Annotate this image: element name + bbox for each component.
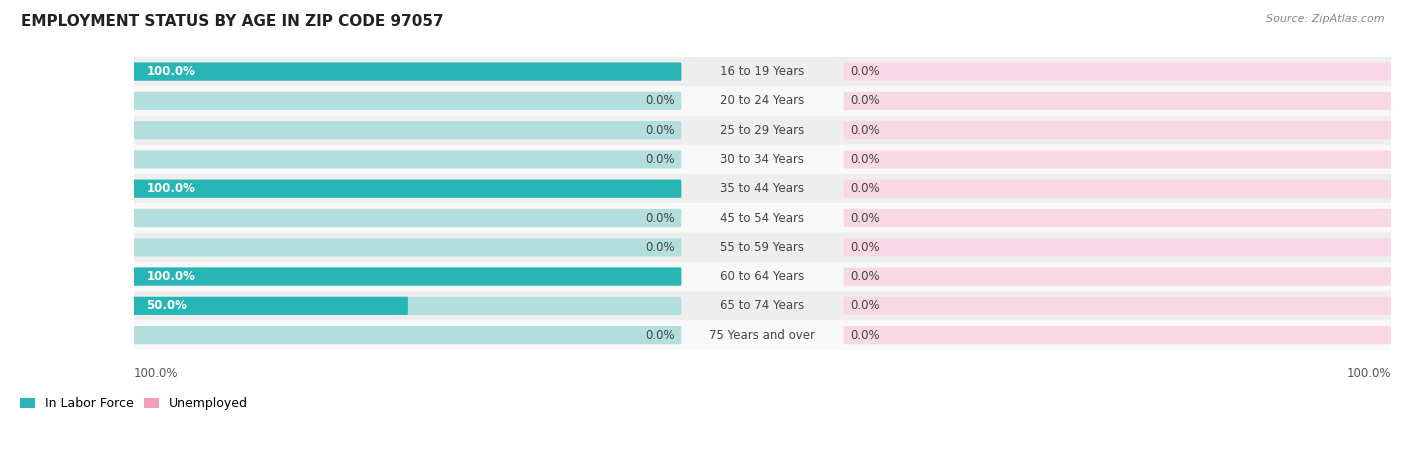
Text: 0.0%: 0.0% <box>851 270 880 283</box>
Text: 55 to 59 Years: 55 to 59 Years <box>720 241 804 254</box>
FancyBboxPatch shape <box>844 297 1392 315</box>
Text: 75 Years and over: 75 Years and over <box>710 329 815 342</box>
Text: 0.0%: 0.0% <box>645 153 675 166</box>
FancyBboxPatch shape <box>134 297 408 315</box>
Text: 100.0%: 100.0% <box>146 65 195 78</box>
Text: 0.0%: 0.0% <box>645 241 675 254</box>
FancyBboxPatch shape <box>134 297 682 315</box>
FancyBboxPatch shape <box>844 238 1392 256</box>
Text: 0.0%: 0.0% <box>851 94 880 107</box>
FancyBboxPatch shape <box>134 209 682 227</box>
Text: 0.0%: 0.0% <box>645 124 675 137</box>
FancyBboxPatch shape <box>134 121 682 139</box>
FancyBboxPatch shape <box>134 115 1392 145</box>
FancyBboxPatch shape <box>134 63 682 81</box>
FancyBboxPatch shape <box>134 233 1392 262</box>
FancyBboxPatch shape <box>134 150 682 169</box>
FancyBboxPatch shape <box>134 86 1392 115</box>
Text: 0.0%: 0.0% <box>851 65 880 78</box>
Text: 35 to 44 Years: 35 to 44 Years <box>720 182 804 195</box>
FancyBboxPatch shape <box>134 179 682 198</box>
Text: Source: ZipAtlas.com: Source: ZipAtlas.com <box>1267 14 1385 23</box>
Text: 65 to 74 Years: 65 to 74 Years <box>720 299 804 313</box>
Text: 16 to 19 Years: 16 to 19 Years <box>720 65 804 78</box>
Text: 0.0%: 0.0% <box>645 94 675 107</box>
Text: 30 to 34 Years: 30 to 34 Years <box>720 153 804 166</box>
FancyBboxPatch shape <box>134 63 682 81</box>
FancyBboxPatch shape <box>134 267 682 285</box>
Text: 0.0%: 0.0% <box>851 212 880 225</box>
Text: 60 to 64 Years: 60 to 64 Years <box>720 270 804 283</box>
FancyBboxPatch shape <box>134 267 682 285</box>
Text: 45 to 54 Years: 45 to 54 Years <box>720 212 804 225</box>
Text: 0.0%: 0.0% <box>851 153 880 166</box>
FancyBboxPatch shape <box>134 291 1392 321</box>
FancyBboxPatch shape <box>844 267 1392 285</box>
FancyBboxPatch shape <box>844 209 1392 227</box>
FancyBboxPatch shape <box>134 179 682 198</box>
FancyBboxPatch shape <box>134 262 1392 291</box>
Text: 25 to 29 Years: 25 to 29 Years <box>720 124 804 137</box>
Text: 0.0%: 0.0% <box>851 182 880 195</box>
FancyBboxPatch shape <box>844 63 1392 81</box>
FancyBboxPatch shape <box>134 238 682 256</box>
FancyBboxPatch shape <box>844 121 1392 139</box>
FancyBboxPatch shape <box>134 92 682 110</box>
Text: 100.0%: 100.0% <box>146 270 195 283</box>
FancyBboxPatch shape <box>844 326 1392 344</box>
FancyBboxPatch shape <box>134 326 682 344</box>
FancyBboxPatch shape <box>844 150 1392 169</box>
Text: 0.0%: 0.0% <box>851 241 880 254</box>
Text: 0.0%: 0.0% <box>645 329 675 342</box>
Text: 100.0%: 100.0% <box>134 368 179 380</box>
FancyBboxPatch shape <box>844 179 1392 198</box>
FancyBboxPatch shape <box>134 174 1392 203</box>
FancyBboxPatch shape <box>134 145 1392 174</box>
Text: 100.0%: 100.0% <box>1347 368 1391 380</box>
Text: 0.0%: 0.0% <box>851 124 880 137</box>
FancyBboxPatch shape <box>134 57 1392 86</box>
Text: 20 to 24 Years: 20 to 24 Years <box>720 94 804 107</box>
Text: 0.0%: 0.0% <box>645 212 675 225</box>
FancyBboxPatch shape <box>134 203 1392 233</box>
Text: EMPLOYMENT STATUS BY AGE IN ZIP CODE 97057: EMPLOYMENT STATUS BY AGE IN ZIP CODE 970… <box>21 14 444 28</box>
FancyBboxPatch shape <box>844 92 1392 110</box>
FancyBboxPatch shape <box>134 321 1392 350</box>
Legend: In Labor Force, Unemployed: In Labor Force, Unemployed <box>15 392 253 415</box>
Text: 0.0%: 0.0% <box>851 329 880 342</box>
Text: 100.0%: 100.0% <box>146 182 195 195</box>
Text: 0.0%: 0.0% <box>851 299 880 313</box>
Text: 50.0%: 50.0% <box>146 299 187 313</box>
